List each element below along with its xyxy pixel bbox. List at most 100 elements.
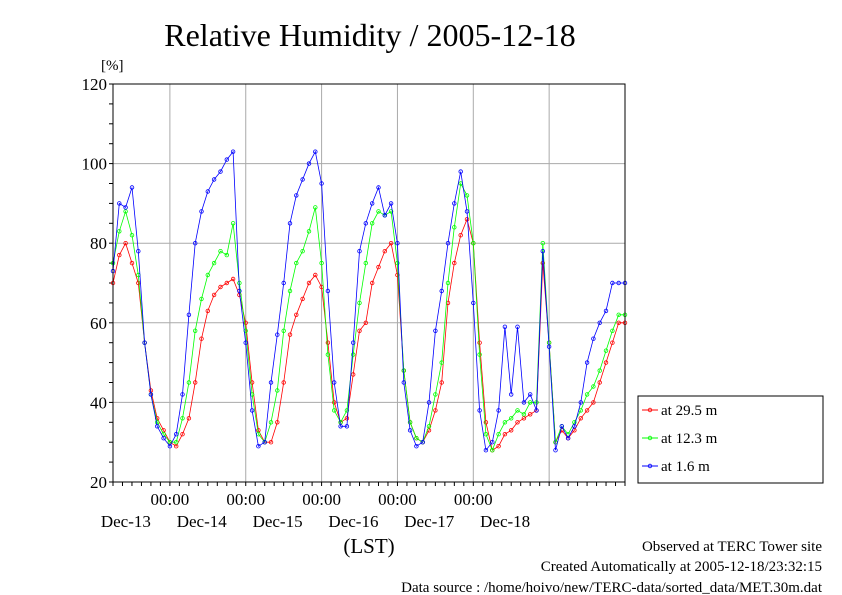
data-point [142, 340, 147, 345]
data-point [173, 444, 179, 449]
data-point [610, 280, 615, 286]
data-point [338, 424, 343, 429]
footer-source: Data source : /home/hoivo/new/TERC-data/… [401, 580, 823, 595]
data-point [129, 232, 135, 238]
data-point [123, 240, 128, 246]
data-point [192, 328, 198, 333]
data-point [515, 420, 520, 425]
data-point [439, 288, 444, 294]
data-point [218, 248, 223, 254]
data-point [477, 352, 482, 357]
x-axis-label: (LST) [343, 534, 394, 558]
data-point [351, 352, 356, 357]
data-point [528, 400, 533, 405]
data-point [186, 312, 192, 317]
data-point [584, 392, 590, 397]
data-point [610, 340, 615, 345]
x-tick-date: Dec-18 [480, 512, 530, 531]
data-point [591, 384, 596, 389]
data-point [325, 288, 331, 294]
data-point [496, 408, 501, 413]
data-point [483, 448, 489, 453]
data-point [490, 448, 495, 453]
data-point [610, 328, 615, 333]
data-point [344, 416, 350, 421]
data-point [199, 209, 204, 214]
data-point [591, 400, 596, 405]
data-point [597, 368, 602, 373]
data-point [376, 264, 381, 270]
data-point [199, 296, 204, 302]
data-point [180, 392, 185, 397]
data-point [426, 424, 432, 429]
data-point [306, 229, 312, 234]
data-point [325, 340, 331, 345]
data-point [401, 368, 406, 373]
data-point [192, 240, 198, 246]
data-point [515, 324, 520, 329]
data-point [395, 260, 400, 266]
data-point [186, 380, 192, 385]
data-point [502, 324, 508, 329]
data-point [477, 340, 482, 345]
series-line [112, 150, 625, 452]
legend-label: at 12.3 m [661, 431, 718, 447]
data-point [249, 380, 255, 385]
data-point [167, 444, 173, 449]
x-tick-time: 00:00 [302, 490, 341, 509]
data-point [357, 248, 362, 254]
chart-title: Relative Humidity / 2005-12-18 [164, 17, 576, 53]
data-point [205, 308, 210, 314]
data-point [401, 380, 406, 385]
data-point [603, 360, 609, 365]
data-point [186, 416, 192, 421]
footer-site: Observed at TERC Tower site [642, 539, 822, 555]
y-tick-label: 60 [90, 314, 107, 333]
data-point [376, 209, 381, 214]
data-point [351, 340, 356, 345]
data-point [243, 340, 248, 345]
data-point [471, 300, 476, 306]
data-point [117, 229, 122, 234]
legend-swatch-marker [647, 463, 653, 469]
data-point [572, 424, 577, 429]
data-point [148, 392, 154, 397]
data-point [218, 284, 223, 290]
data-point [275, 420, 280, 425]
data-point [370, 221, 375, 226]
data-point [433, 408, 438, 413]
data-point [483, 432, 489, 437]
data-point [129, 185, 135, 190]
data-point [287, 332, 293, 337]
data-point [313, 149, 318, 154]
data-point [496, 444, 501, 449]
data-point [224, 280, 229, 286]
data-point [268, 440, 274, 445]
data-point [388, 201, 394, 206]
data-point [407, 428, 413, 433]
data-point [205, 189, 210, 194]
data-point [319, 181, 324, 186]
data-point [509, 428, 514, 433]
data-point [262, 440, 267, 445]
data-point [344, 424, 350, 429]
data-point [458, 169, 463, 174]
data-point [205, 272, 210, 278]
legend-swatch-marker [647, 435, 653, 441]
data-point [439, 360, 444, 365]
y-tick-label: 80 [90, 234, 107, 253]
data-point [407, 420, 413, 425]
data-point [515, 408, 520, 413]
data-point [117, 201, 122, 206]
data-point [521, 416, 527, 421]
data-point [281, 380, 286, 385]
x-tick-date: Dec-17 [404, 512, 455, 531]
data-point [173, 440, 179, 445]
data-point [281, 328, 286, 333]
data-point [249, 408, 255, 413]
data-point [521, 412, 527, 417]
plot-frame [112, 83, 626, 483]
data-point [199, 336, 204, 341]
data-point [211, 177, 217, 182]
